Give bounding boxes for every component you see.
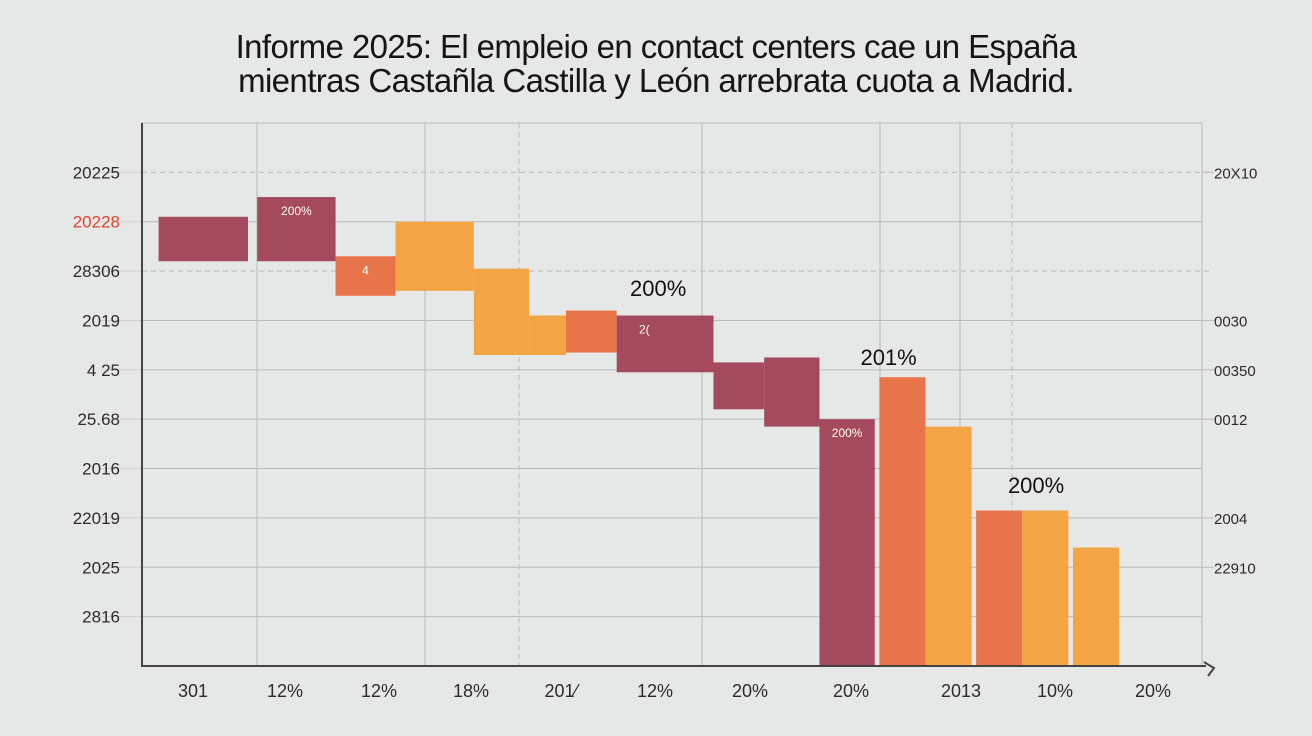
bars: 200% 4 2( 200% (158, 197, 1120, 666)
x-tick-label: 201⁄ (544, 681, 580, 701)
bar-b (976, 510, 1023, 666)
y-tick-label-left: 2816 (82, 608, 120, 627)
bar-b (335, 256, 396, 296)
y-axis-left-ticks: 20225 20228 28306 2019 4 25 25.68 2016 22019 202… (73, 163, 120, 626)
y-tick-label-left: 4 25 (87, 361, 120, 380)
y-axis-right-ticks: 20X10 0030 00350 0012 2004 22910 (1202, 165, 1257, 577)
bar-label: 2( (639, 323, 650, 337)
annotation-label: 200% (1008, 473, 1064, 498)
y-tick-label-left: 22019 (73, 509, 120, 528)
bar-label: 200% (281, 204, 312, 218)
y-tick-label-right: 0030 (1214, 313, 1247, 330)
y-tick-label-left: 2016 (82, 460, 120, 479)
y-tick-label-right: 0012 (1214, 412, 1247, 429)
bar-c (1022, 510, 1069, 666)
bar-a (257, 197, 336, 262)
x-tick-label: 12% (361, 681, 397, 701)
x-tick-label: 12% (267, 681, 303, 701)
y-tick-label-left: 28306 (73, 262, 120, 281)
bar-b (879, 377, 926, 666)
y-tick-label-left: 20225 (73, 163, 120, 182)
chart-title-line-1: Informe 2025: El empleio en contact cent… (235, 28, 1077, 65)
y-tick-label-left: 2019 (82, 311, 120, 330)
x-tick-label: 2013 (941, 681, 981, 701)
bar-label: 200% (832, 426, 863, 440)
bar-b (566, 310, 617, 353)
bar-a (819, 419, 875, 666)
y-tick-label-left: 2025 (82, 558, 120, 577)
x-axis-ticks: 301 12% 12% 18% 201⁄ 12% 20% 20% 2013 10% 20% (178, 681, 1171, 701)
x-axis-arrow-icon (1203, 661, 1216, 677)
x-tick-label: 301 (178, 681, 208, 701)
chart-title: Informe 2025: El empleio en contact cent… (0, 30, 1312, 98)
x-tick-label: 10% (1037, 681, 1073, 701)
x-tick-label: 12% (637, 681, 673, 701)
axes (141, 123, 1216, 677)
annotation-label: 200% (630, 276, 686, 301)
y-tick-label-right: 00350 (1214, 363, 1256, 380)
annotation-label: 201% (860, 345, 916, 370)
bar-c (529, 315, 566, 356)
y-tick-label-right: 2004 (1214, 511, 1247, 528)
x-tick-label: 20% (732, 681, 768, 701)
bar-a (672, 315, 714, 373)
bar-a (616, 315, 672, 373)
bar-a (764, 357, 820, 427)
y-tick-label-left: 25.68 (77, 410, 120, 429)
bar-c (473, 268, 530, 356)
y-tick-label-right: 20X10 (1214, 165, 1257, 182)
bar-c (1072, 547, 1120, 666)
y-tick-label-left: 20228 (73, 213, 120, 232)
bar-a (713, 362, 765, 410)
chart-title-line-2: mientras Castañla Castilla y León arrebr… (238, 62, 1074, 99)
x-tick-label: 20% (1135, 681, 1171, 701)
bar-a (158, 216, 248, 262)
annotations: 200% 201% 200% (630, 276, 1064, 498)
bar-c (925, 426, 972, 666)
x-tick-label: 18% (453, 681, 489, 701)
bar-label: 4 (362, 263, 369, 277)
bar-c (395, 221, 474, 291)
y-tick-label-right: 22910 (1214, 560, 1256, 577)
x-tick-label: 20% (833, 681, 869, 701)
